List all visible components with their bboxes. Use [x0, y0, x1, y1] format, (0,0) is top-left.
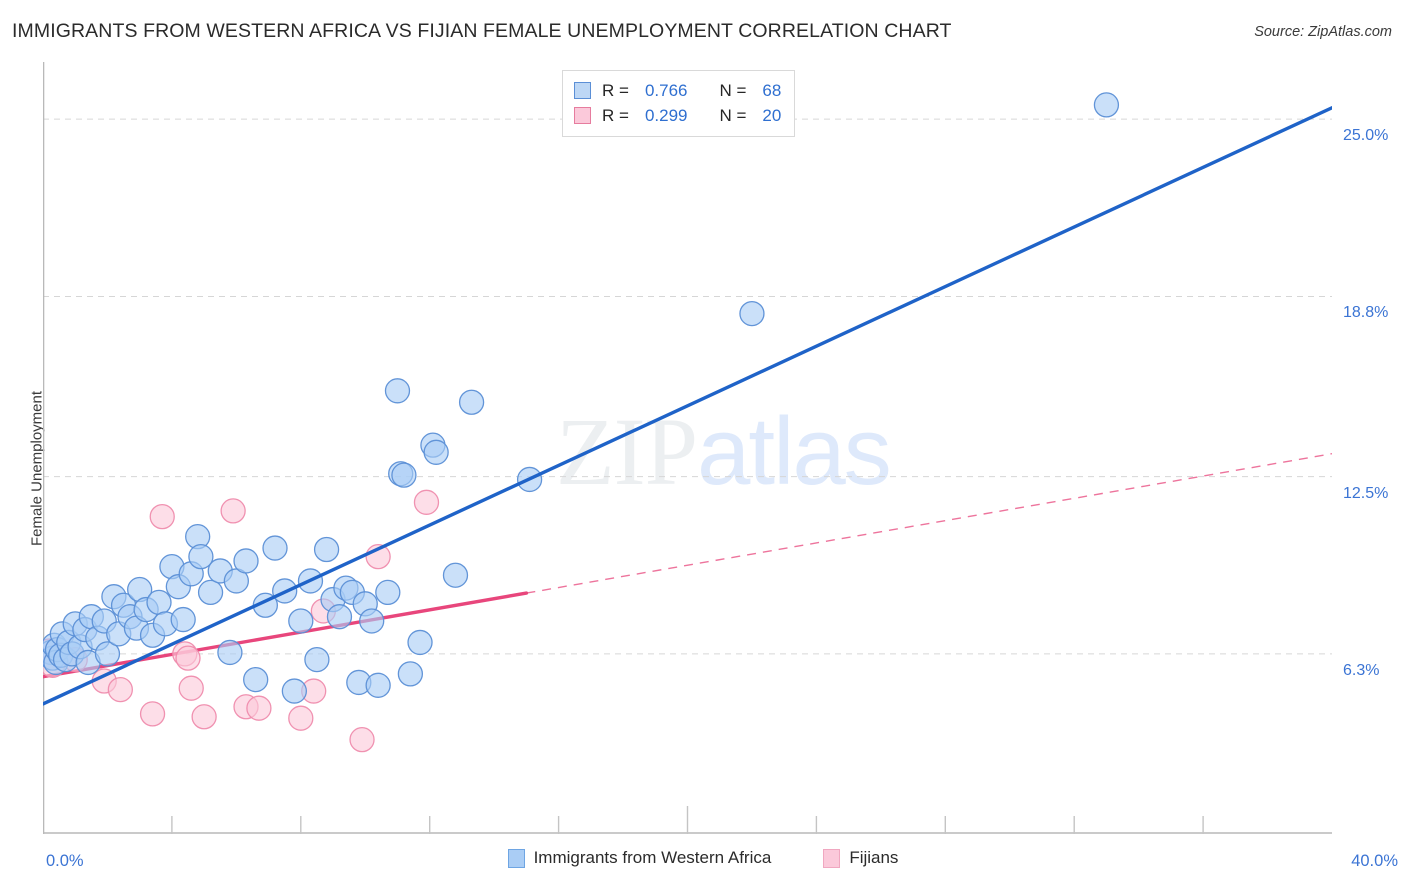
scatter-point: [170, 606, 196, 633]
trendline-fijians: [43, 453, 1332, 679]
plot-area: [43, 62, 1332, 834]
scatter-point: [375, 579, 401, 606]
r-value: 0.766: [644, 80, 688, 100]
legend-label-immigrants: Immigrants from Western Africa: [533, 848, 772, 867]
scatter-point: [233, 548, 259, 574]
y-axis-tick-label: 18.8%: [1343, 304, 1389, 322]
scatter-point: [94, 641, 121, 667]
legend-swatch-immigrants-icon: [574, 82, 591, 99]
scatter-point: [107, 676, 133, 703]
scatter-point: [149, 503, 175, 530]
legend-label-fijians: Fijians: [849, 848, 899, 867]
scatter-point: [397, 661, 424, 687]
scatter-point: [197, 579, 224, 606]
scatter-point: [407, 629, 433, 656]
scatter-point: [304, 646, 330, 673]
scatter-points-immigrants: [43, 92, 1120, 704]
source-attribution: Source: ZipAtlas.com: [1254, 24, 1392, 40]
legend-swatch-fijians-icon: [823, 848, 841, 868]
legend-swatch-fijians-icon: [574, 107, 591, 124]
scatter-point: [220, 498, 246, 524]
scatter-point: [243, 666, 269, 693]
scatter-point: [288, 705, 314, 731]
n-value: 20: [762, 105, 782, 125]
scatter-point: [139, 701, 166, 727]
scatter-point: [288, 608, 314, 634]
y-axis-tick-label: 12.5%: [1343, 484, 1389, 502]
legend-item-immigrants[interactable]: Immigrants from Western Africa: [507, 848, 772, 868]
scatter-point: [146, 589, 172, 616]
n-label: N =: [719, 105, 747, 125]
trendline-immigrants: [43, 106, 1332, 706]
scatter-point: [359, 608, 385, 634]
correlation-row-immigrants: R = 0.766 N = 68: [574, 78, 781, 103]
r-label: R =: [602, 105, 629, 125]
y-axis-tick-label: 6.3%: [1343, 661, 1380, 679]
scatter-point: [365, 672, 391, 698]
x-axis-ticks: [171, 806, 1204, 834]
correlation-legend: R = 0.766 N = 68 R = 0.299 N = 20: [562, 70, 796, 137]
scatter-point: [191, 704, 217, 730]
x-axis-max-label: 40.0%: [1351, 852, 1398, 870]
scatter-point: [175, 645, 201, 671]
x-axis-min-label: 0.0%: [46, 852, 84, 870]
scatter-point: [262, 535, 288, 561]
scatter-point: [281, 678, 308, 704]
scatter-point: [442, 562, 469, 588]
legend-swatch-immigrants-icon: [507, 848, 525, 868]
r-label: R =: [602, 80, 629, 100]
scatter-point: [458, 389, 485, 415]
series-legend: Immigrants from Western Africa Fijians: [0, 848, 1406, 868]
n-value: 68: [762, 80, 782, 100]
page-title: IMMIGRANTS FROM WESTERN AFRICA VS FIJIAN…: [12, 20, 952, 42]
scatter-point: [188, 543, 214, 570]
n-label: N =: [719, 80, 747, 100]
scatter-point: [326, 604, 353, 630]
scatter-point: [217, 639, 243, 666]
r-value: 0.299: [644, 105, 688, 125]
scatter-point: [313, 536, 340, 563]
scatter-point: [423, 439, 449, 465]
y-axis-tick-label: 25.0%: [1343, 127, 1389, 145]
scatter-point: [178, 675, 204, 701]
gridlines: [43, 118, 1332, 655]
axis-lines: [43, 62, 1332, 834]
scatter-point: [246, 695, 272, 721]
scatter-point: [413, 489, 440, 515]
correlation-row-fijians: R = 0.299 N = 20: [574, 103, 781, 128]
scatter-point: [349, 726, 375, 753]
scatter-point: [1093, 92, 1120, 118]
scatter-point: [391, 462, 417, 488]
legend-item-fijians[interactable]: Fijians: [823, 848, 898, 868]
scatter-point: [384, 378, 411, 404]
scatter-point: [739, 300, 765, 327]
